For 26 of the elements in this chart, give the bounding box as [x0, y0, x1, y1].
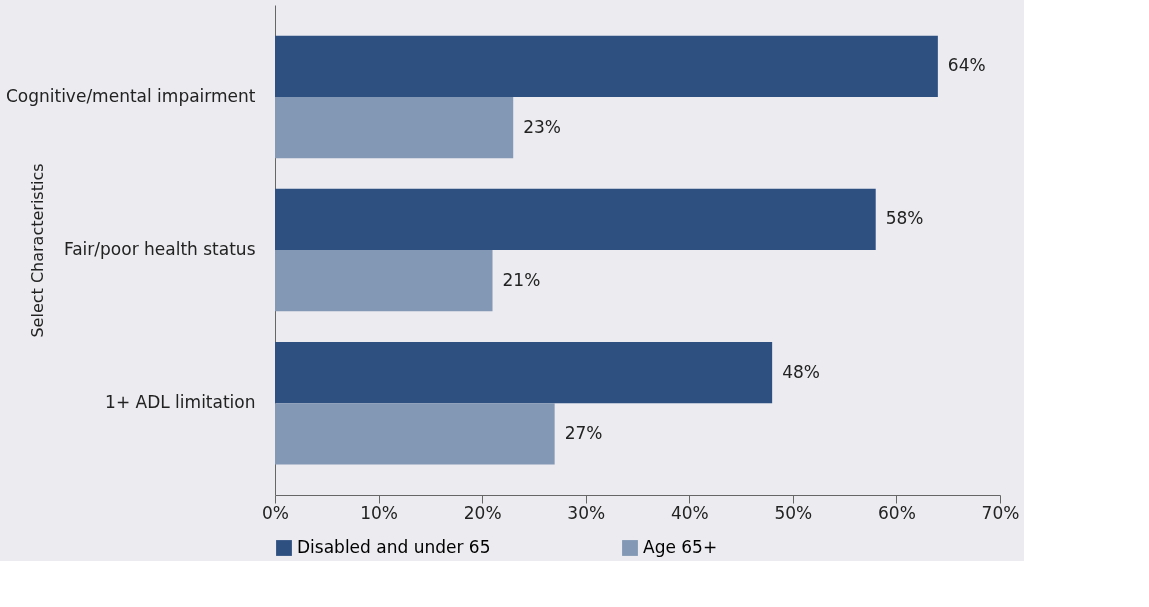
legend-label: Age 65+: [643, 537, 718, 557]
data-label: 64%: [947, 55, 986, 76]
x-tick-label: 60%: [878, 502, 916, 523]
data-label: 48%: [782, 361, 820, 382]
legend-label: Disabled and under 65: [297, 537, 491, 557]
y-tick-label: 1+ ADL limitation: [105, 392, 256, 413]
data-label: 23%: [523, 116, 562, 137]
bar: [275, 35, 938, 97]
data-label: 27%: [564, 422, 603, 443]
data-label: 21%: [502, 269, 541, 290]
x-tick-label: 0%: [262, 502, 289, 523]
x-tick-label: 20%: [463, 502, 502, 523]
x-tick-label: 10%: [360, 502, 398, 523]
y-tick-label: Cognitive/mental impairment: [5, 85, 256, 106]
y-tick-label: Fair/poor health status: [63, 239, 256, 259]
bar: [275, 250, 493, 312]
bar: [275, 341, 773, 404]
data-label: 58%: [885, 208, 924, 229]
x-tick-label: 40%: [670, 502, 709, 523]
x-tick-label: 30%: [567, 502, 606, 523]
y-axis-title: Select Characteristics: [27, 163, 47, 338]
bar: [275, 96, 514, 159]
x-tick-label: 50%: [774, 502, 813, 523]
x-tick-label: 70%: [981, 502, 1020, 523]
bar: [275, 403, 555, 465]
bar: [275, 188, 876, 250]
